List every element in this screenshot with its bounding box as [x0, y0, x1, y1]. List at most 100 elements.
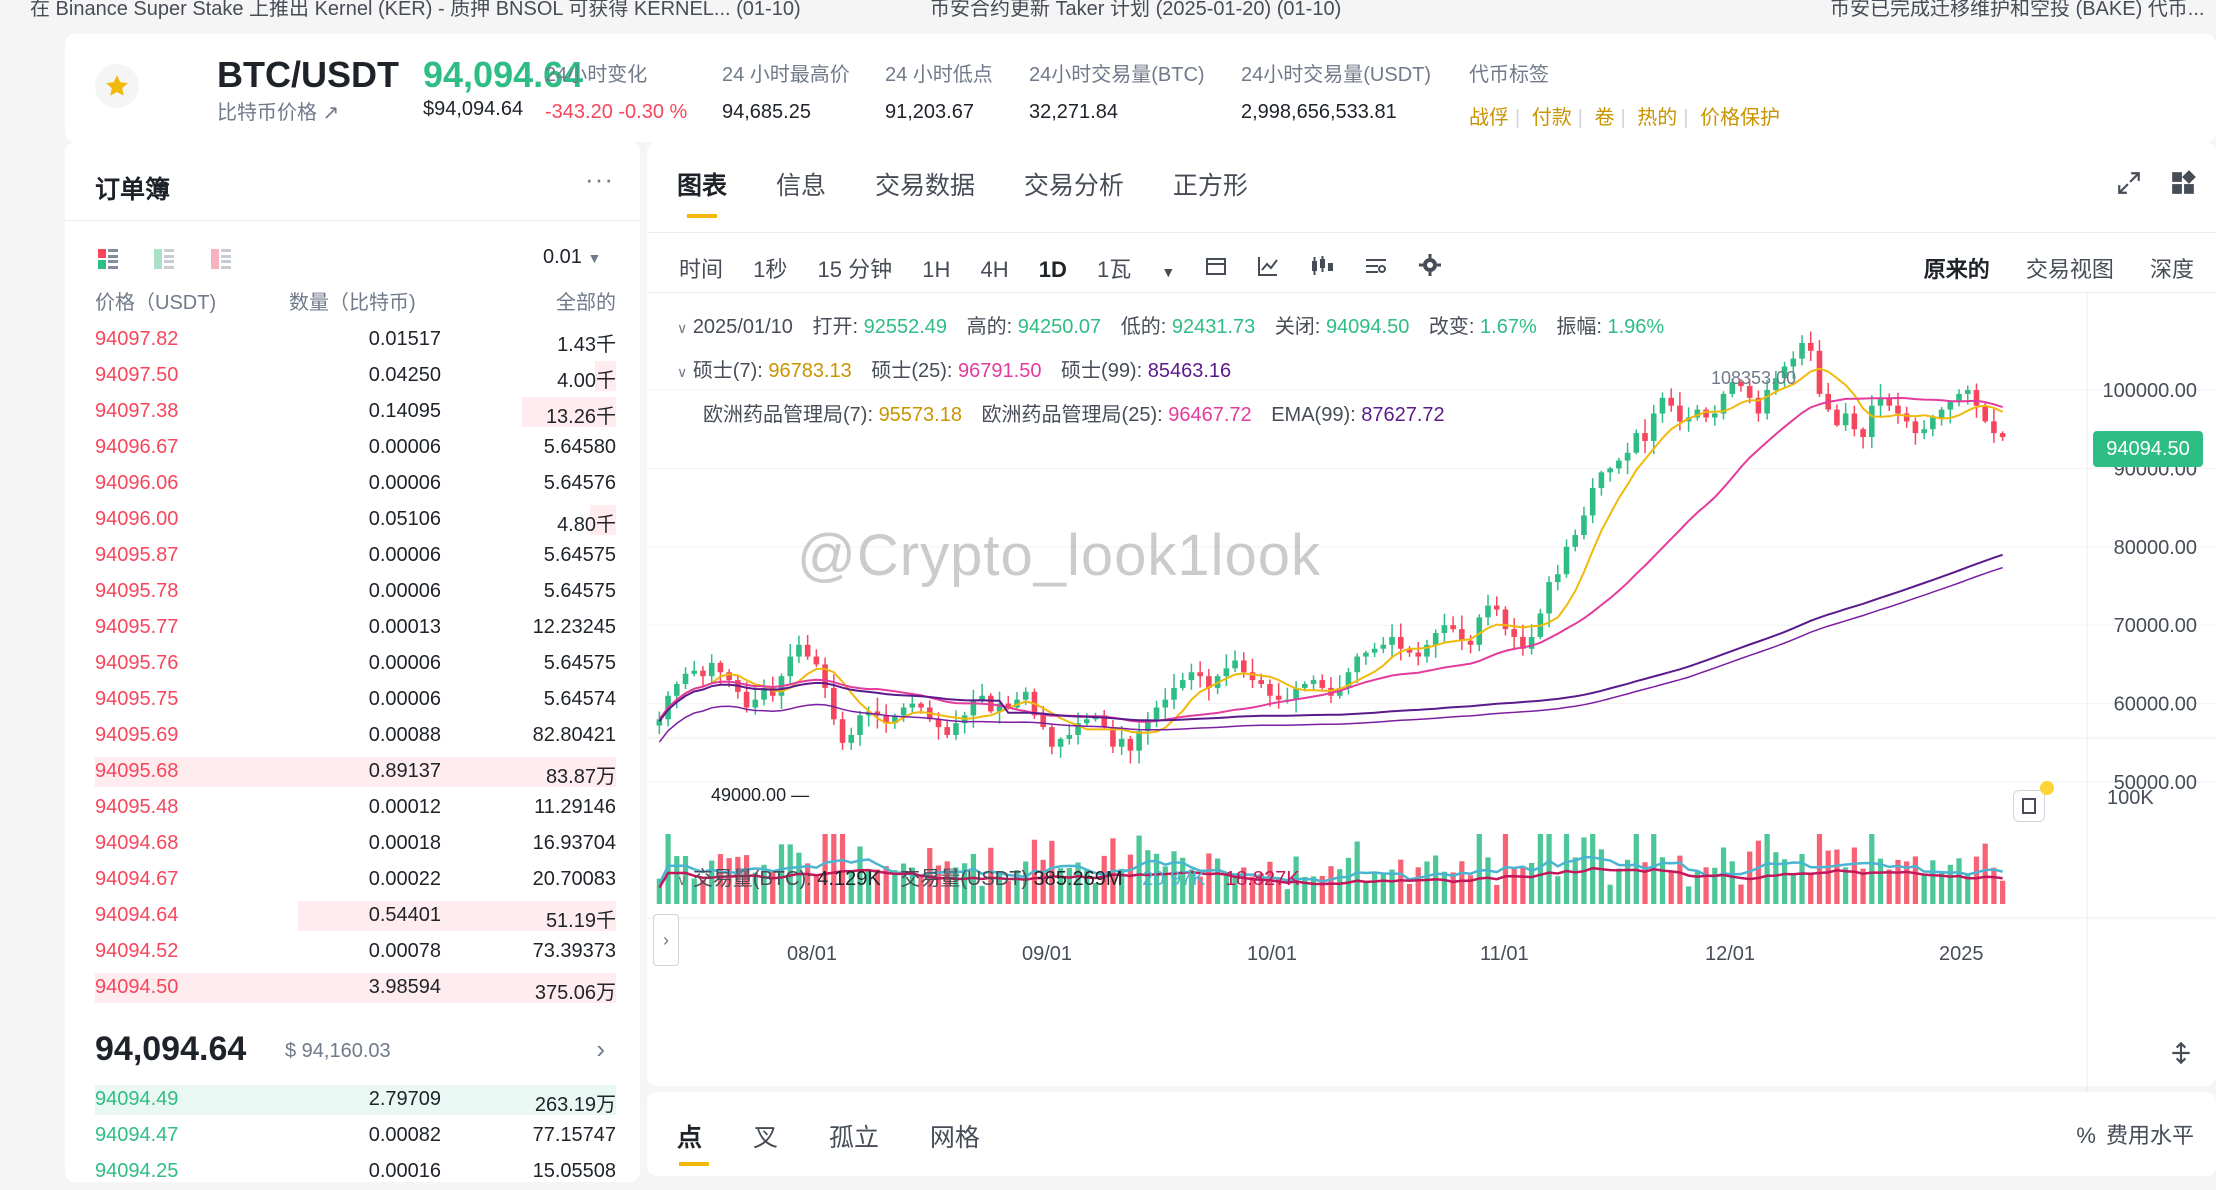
pair-symbol[interactable]: BTC/USDT	[217, 54, 399, 95]
interval-more-icon[interactable]: ▼	[1161, 264, 1176, 280]
tab-info[interactable]: 信息	[775, 172, 826, 200]
order-row[interactable]: 94095.75 0.00006 5.64574	[95, 682, 616, 718]
stat-24h-volume-btc: 24小时交易量(BTC) 32,271.84	[1029, 58, 1205, 124]
interval-15m[interactable]: 15 分钟	[817, 257, 893, 282]
order-row[interactable]: 94094.64 0.54401 51.19千	[95, 898, 616, 934]
order-row[interactable]: 94095.68 0.89137 83.87万	[95, 754, 616, 790]
tab-trading-data[interactable]: 交易数据	[874, 172, 975, 200]
order-row[interactable]: 94094.25 0.00016 15.05508	[95, 1154, 616, 1190]
tab-spot[interactable]: 点	[677, 1124, 703, 1152]
mid-price-row[interactable]: 94,094.64 $ 94,160.03 ›	[95, 1016, 615, 1080]
volume-bar	[1799, 854, 1805, 904]
volume-bar	[1127, 854, 1133, 904]
book-both-icon[interactable]	[97, 248, 119, 270]
favorite-star-icon[interactable]	[95, 64, 139, 108]
order-row[interactable]: 94095.69 0.00088 82.80421	[95, 718, 616, 754]
tag-link[interactable]: 价格保护	[1700, 107, 1781, 129]
order-row[interactable]: 94095.48 0.00012 11.29146	[95, 790, 616, 826]
chevron-down-icon[interactable]: ∨	[677, 872, 688, 888]
order-row[interactable]: 94097.50 0.04250 4.00千	[95, 358, 616, 394]
fee-level-link[interactable]: % 费用水平	[2076, 1118, 2194, 1150]
news-ticker[interactable]: 在 Binance Super Stake 上推出 Kernel (KER) -…	[0, 0, 2216, 22]
interval-1s[interactable]: 1秒	[753, 257, 788, 282]
volume-bar	[1084, 869, 1090, 904]
volume-bar	[1188, 869, 1195, 904]
view-original[interactable]: 原来的	[1923, 257, 1990, 282]
order-row[interactable]: 94094.50 3.98594 375.06万	[95, 970, 616, 1006]
view-depth[interactable]: 深度	[2149, 257, 2194, 282]
order-row[interactable]: 94097.82 0.01517 1.43千	[95, 322, 616, 358]
order-price: 94094.52	[95, 940, 179, 962]
interval-1w[interactable]: 1瓦	[1096, 257, 1132, 282]
chevron-down-icon[interactable]: ∨	[677, 364, 688, 380]
ticker-item[interactable]: 币安合约更新 Taker 计划 (2025-01-20) (01-10)	[930, 0, 1342, 20]
orders-icon[interactable]	[2013, 781, 2054, 822]
chart-template-icon[interactable]	[1364, 242, 1388, 298]
volume-bar	[874, 869, 881, 904]
volume-bar	[1607, 884, 1613, 904]
more-options-icon[interactable]: ···	[585, 164, 614, 194]
order-row[interactable]: 94094.47 0.00082 77.15747	[95, 1118, 616, 1154]
order-row[interactable]: 94095.87 0.00006 5.64575	[95, 538, 616, 574]
order-qty: 0.00013	[368, 616, 441, 638]
candle-body	[717, 662, 724, 673]
view-tradingview[interactable]: 交易视图	[2025, 257, 2114, 282]
gear-icon[interactable]	[1418, 242, 1442, 298]
candle-body	[1712, 413, 1718, 418]
pair-price-link[interactable]: 比特币价格 ↗	[217, 102, 340, 124]
fullscreen-icon[interactable]	[2116, 170, 2142, 201]
order-row[interactable]: 94094.67 0.00022 20.70083	[95, 862, 616, 898]
volume-bar	[1101, 855, 1107, 904]
candle-body	[1415, 652, 1422, 657]
order-row[interactable]: 94097.38 0.14095 13.26千	[95, 394, 616, 430]
tab-cross[interactable]: 叉	[752, 1124, 778, 1152]
candle-style-icon[interactable]	[1310, 242, 1334, 298]
book-asks-icon[interactable]	[210, 248, 232, 270]
tab-isolated[interactable]: 孤立	[828, 1124, 879, 1152]
interval-time[interactable]: 时间	[679, 257, 724, 282]
x-tick-label: 10/01	[1247, 943, 1297, 965]
order-row[interactable]: 94095.78 0.00006 5.64575	[95, 574, 616, 610]
tag-link[interactable]: 热的	[1637, 107, 1678, 129]
indicator-icon[interactable]	[1257, 242, 1279, 298]
tab-trading-analysis[interactable]: 交易分析	[1023, 172, 1124, 200]
candle-body	[1380, 644, 1387, 649]
tab-chart[interactable]: 图表	[677, 172, 728, 200]
layout-icon[interactable]	[2170, 170, 2196, 201]
order-row[interactable]: 94094.52 0.00078 73.39373	[95, 934, 616, 970]
tag-link[interactable]: 付款	[1531, 107, 1572, 129]
candle-body	[1511, 629, 1517, 637]
ohlc-low-label: 低的:	[1120, 316, 1167, 338]
order-row[interactable]: 94094.68 0.00018 16.93704	[95, 826, 616, 862]
order-row[interactable]: 94095.77 0.00013 12.23245	[95, 610, 616, 646]
chevron-right-icon[interactable]: ›	[596, 1034, 605, 1064]
volume-bar	[1886, 869, 1892, 904]
interval-4h[interactable]: 4H	[980, 257, 1009, 282]
order-total: 15.05508	[532, 1160, 616, 1182]
ticker-item[interactable]: 在 Binance Super Stake 上推出 Kernel (KER) -…	[30, 0, 801, 20]
tag-link[interactable]: 卷	[1594, 107, 1615, 129]
candle-body	[743, 691, 750, 708]
volume-bar	[1241, 867, 1247, 904]
candle-body	[944, 727, 950, 735]
order-row[interactable]: 94096.67 0.00006 5.64580	[95, 430, 616, 466]
calendar-icon[interactable]	[1205, 242, 1227, 298]
tab-grid[interactable]: 网格	[929, 1124, 980, 1152]
book-bids-icon[interactable]	[153, 248, 175, 270]
candlestick-chart[interactable]: 50000.0060000.0070000.0080000.0090000.00…	[647, 292, 2216, 1092]
order-row[interactable]: 94096.00 0.05106 4.80千	[95, 502, 616, 538]
order-row[interactable]: 94094.49 2.79709 263.19万	[95, 1082, 616, 1118]
tick-size-select[interactable]: 0.01 ▼	[543, 246, 601, 269]
volume-bar	[1755, 840, 1762, 904]
ticker-item[interactable]: 币安已完成迁移维护和空投 (BAKE) 代币...	[1830, 0, 2205, 20]
tag-link[interactable]: 战俘	[1469, 107, 1509, 129]
scale-toggle-icon[interactable]	[2168, 1040, 2194, 1071]
chevron-down-icon[interactable]: ∨	[677, 320, 688, 336]
chevron-right-icon[interactable]: ›	[653, 914, 679, 966]
interval-1d[interactable]: 1D	[1038, 257, 1067, 282]
candle-body	[1467, 640, 1474, 645]
order-row[interactable]: 94096.06 0.00006 5.64576	[95, 466, 616, 502]
interval-1h[interactable]: 1H	[922, 257, 951, 282]
order-row[interactable]: 94095.76 0.00006 5.64575	[95, 646, 616, 682]
tab-square[interactable]: 正方形	[1172, 172, 1248, 200]
